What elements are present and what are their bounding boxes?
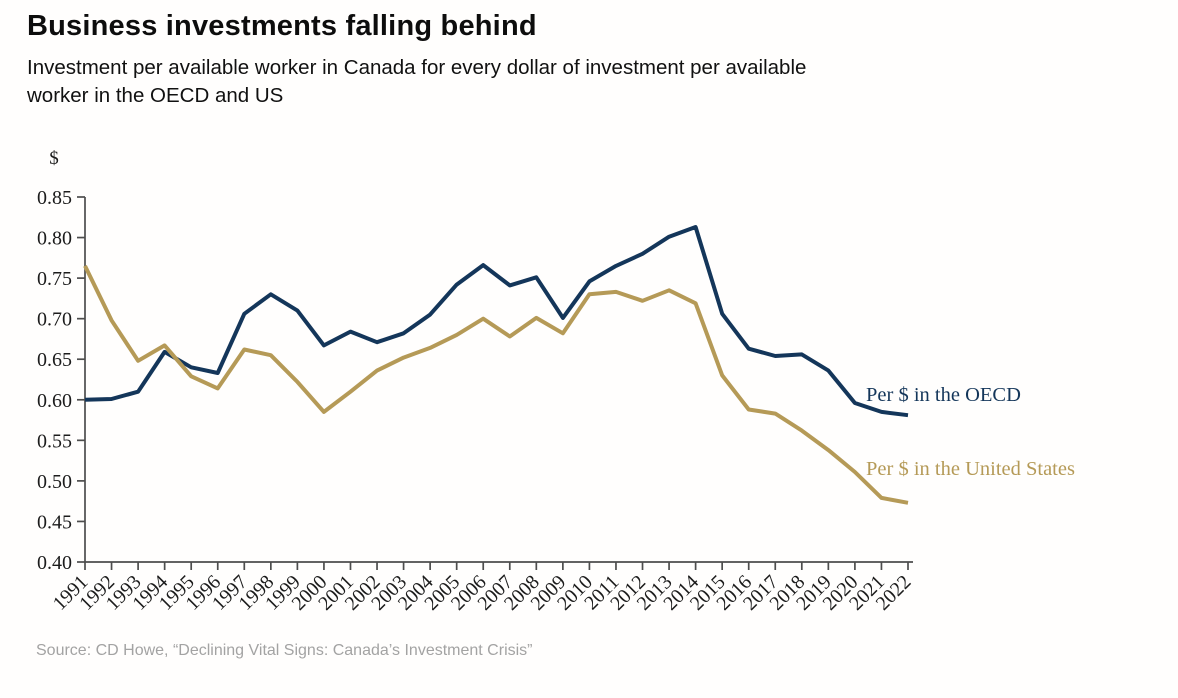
y-tick-label: 0.50 (37, 471, 72, 493)
y-tick-label: 0.40 (37, 552, 72, 574)
axes (84, 197, 913, 563)
us-line (83, 265, 909, 505)
legend-label-us: Per $ in the United States (866, 458, 1075, 480)
chart-subtitle-line2: worker in the OECD and US (27, 84, 284, 107)
y-tick-label: 0.85 (37, 187, 72, 209)
legend-label-oecd: Per $ in the OECD (866, 384, 1021, 406)
y-tick-label: 0.45 (37, 511, 72, 533)
y-tick-label: 0.55 (37, 430, 72, 452)
y-axis-unit-label: $ (49, 148, 59, 169)
source-note: Source: CD Howe, “Declining Vital Signs:… (36, 642, 533, 659)
y-tick-label: 0.60 (37, 390, 72, 412)
y-tick-label: 0.75 (37, 268, 72, 290)
y-tick-label: 0.70 (37, 309, 72, 331)
chart-title: Business investments falling behind (27, 10, 537, 42)
y-tick-label: 0.65 (37, 349, 72, 371)
chart-subtitle: Investment per available worker in Canad… (27, 54, 806, 110)
y-tick-label: 0.80 (37, 228, 72, 250)
chart-subtitle-line1: Investment per available worker in Canad… (27, 56, 807, 79)
oecd-line (84, 225, 909, 418)
